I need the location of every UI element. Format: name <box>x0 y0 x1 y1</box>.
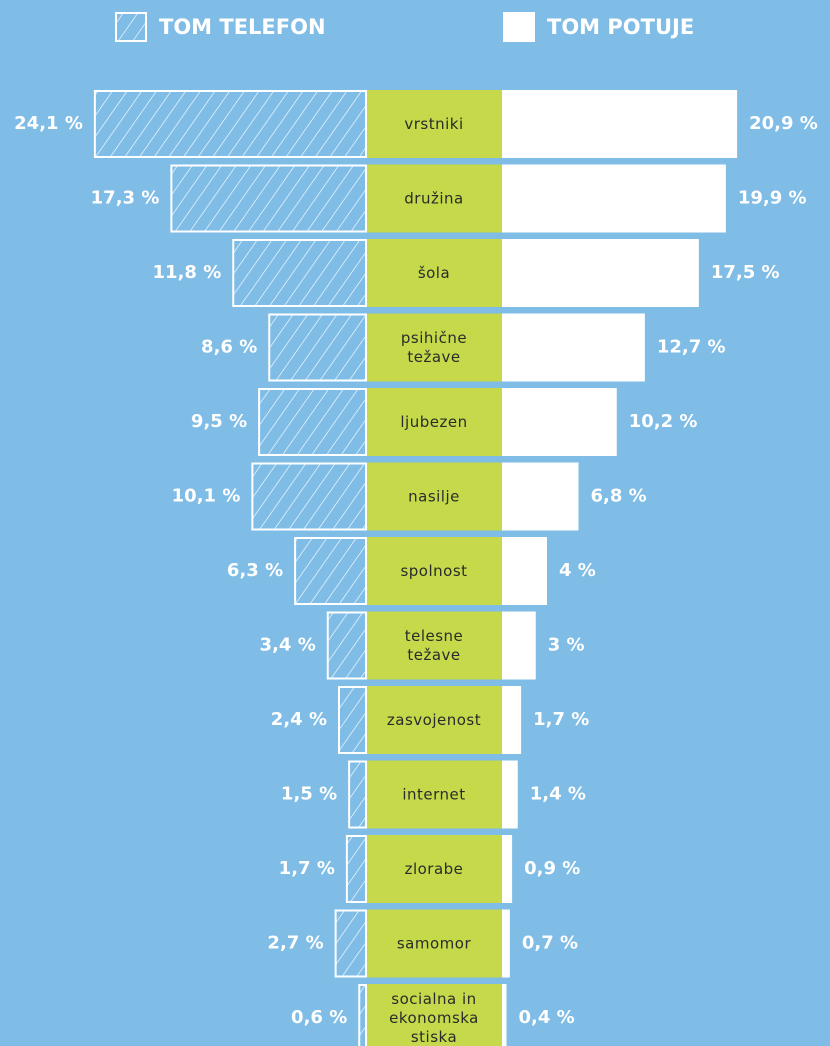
category-box <box>366 909 502 978</box>
value-label: 3 % <box>548 635 585 656</box>
category-box <box>366 313 502 382</box>
category-label: zlorabe <box>405 860 464 878</box>
category-label: vrstniki <box>404 115 463 133</box>
value-label: 17,5 % <box>711 262 780 283</box>
bar <box>345 835 367 903</box>
value-label: 12,7 % <box>657 337 726 358</box>
bar <box>502 686 522 754</box>
legend-label: TOM POTUJE <box>547 15 694 39</box>
category-box <box>366 537 502 605</box>
bar <box>502 909 510 978</box>
value-label: 1,4 % <box>530 784 586 805</box>
value-label: 9,5 % <box>191 411 247 432</box>
category-label: psihične težave <box>401 329 467 366</box>
bar <box>358 984 367 1046</box>
bar <box>502 462 579 531</box>
value-label: 0,7 % <box>522 933 578 954</box>
value-label: 19,9 % <box>738 188 807 209</box>
bar <box>251 462 367 531</box>
bar <box>502 90 738 158</box>
legend-label: TOM TELEFON <box>159 15 326 39</box>
value-label: 20,9 % <box>749 113 818 134</box>
category-box <box>366 388 502 456</box>
category-label: družina <box>404 189 463 207</box>
category-label: šola <box>418 264 450 282</box>
value-label: 11,8 % <box>153 262 222 283</box>
bar <box>348 760 367 829</box>
bar <box>502 984 507 1046</box>
bar <box>93 90 367 158</box>
value-label: 8,6 % <box>201 337 257 358</box>
category-label: telesne težave <box>405 627 464 664</box>
value-label: 0,6 % <box>291 1007 347 1028</box>
value-label: 6,3 % <box>227 560 283 581</box>
category-box <box>366 686 502 754</box>
category-box <box>366 611 502 680</box>
bar <box>502 313 645 382</box>
bar <box>502 164 726 233</box>
value-label: 0,4 % <box>519 1007 575 1028</box>
category-box <box>366 835 502 903</box>
bar <box>258 388 367 456</box>
category-box <box>366 462 502 531</box>
bar <box>502 760 518 829</box>
value-label: 6,8 % <box>591 486 647 507</box>
bar <box>502 835 513 903</box>
category-label: ljubezen <box>400 413 467 431</box>
bar <box>170 164 367 233</box>
bar <box>502 537 547 605</box>
bar <box>334 909 367 978</box>
value-label: 1,7 % <box>533 709 589 730</box>
legend-swatch <box>115 12 147 42</box>
bar <box>502 239 699 307</box>
category-box <box>366 984 502 1046</box>
bar <box>294 537 367 605</box>
value-label: 2,7 % <box>267 933 323 954</box>
value-label: 4 % <box>559 560 596 581</box>
category-box <box>366 164 502 233</box>
category-box <box>366 90 502 158</box>
value-label: 3,4 % <box>260 635 316 656</box>
category-label: socialna in ekonomska stiska <box>389 990 479 1046</box>
bar <box>502 611 536 680</box>
value-label: 17,3 % <box>91 188 160 209</box>
category-label: zasvojenost <box>387 711 481 729</box>
bar <box>338 686 367 754</box>
category-label: samomor <box>397 934 472 952</box>
category-label: nasilje <box>408 487 460 505</box>
value-label: 0,9 % <box>524 858 580 879</box>
value-label: 10,1 % <box>172 486 241 507</box>
bar <box>326 611 367 680</box>
category-label: internet <box>402 785 465 803</box>
value-label: 24,1 % <box>14 113 83 134</box>
category-label: spolnost <box>400 562 467 580</box>
bar <box>502 388 617 456</box>
value-label: 1,7 % <box>279 858 335 879</box>
value-label: 2,4 % <box>271 709 327 730</box>
legend-swatch <box>503 12 535 42</box>
value-label: 1,5 % <box>281 784 337 805</box>
value-label: 10,2 % <box>629 411 698 432</box>
category-box <box>366 760 502 829</box>
bar <box>232 239 367 307</box>
category-box <box>366 239 502 307</box>
bar <box>268 313 367 382</box>
